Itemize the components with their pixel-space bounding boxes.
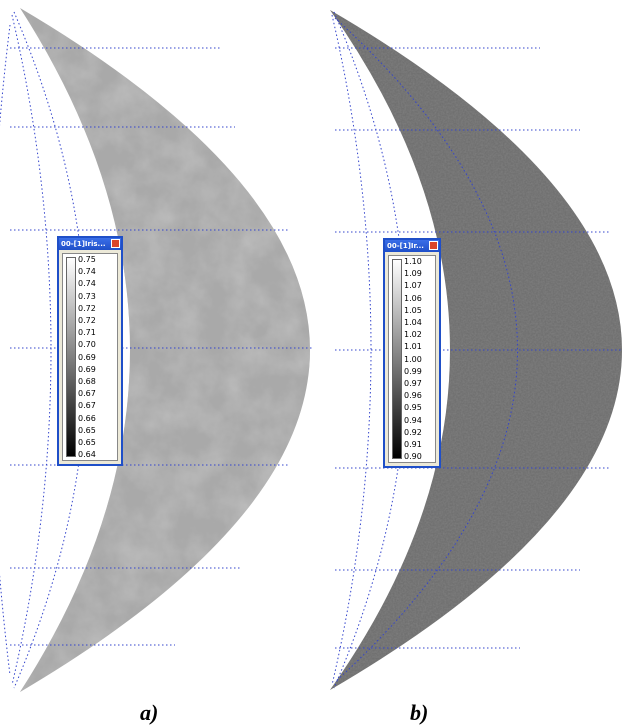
colorbar-label: 1.02 <box>404 331 422 339</box>
colorbar-label: 0.95 <box>404 404 422 412</box>
colorbar-label: 0.73 <box>78 293 96 301</box>
colorbar-label: 0.99 <box>404 368 422 376</box>
colorbar-label: 1.10 <box>404 258 422 266</box>
colorbar-label: 0.74 <box>78 268 96 276</box>
window-title-text: 00-[1]Ir... <box>387 242 424 250</box>
colorbar-label: 0.97 <box>404 380 422 388</box>
gradient <box>66 257 76 457</box>
colorbar-label: 0.66 <box>78 415 96 423</box>
colorbar-label: 1.06 <box>404 295 422 303</box>
colorbar-label: 0.96 <box>404 392 422 400</box>
colorbar-label: 0.91 <box>404 441 422 449</box>
colorbar: 0.75 0.74 0.74 0.73 0.72 0.72 0.71 0.70 0.69 0.69… <box>62 253 118 461</box>
colorbar-label: 1.05 <box>404 307 422 315</box>
window-title: 00-[1]Ir... <box>385 240 439 252</box>
colorbar-label: 1.07 <box>404 282 422 290</box>
window-title-text: 00-[1]Iris... <box>61 240 106 248</box>
close-button[interactable] <box>111 239 120 248</box>
colorbar-label: 1.09 <box>404 270 422 278</box>
moon-a <box>0 0 320 700</box>
colorbar-label: 0.65 <box>78 427 96 435</box>
close-button[interactable] <box>429 241 438 250</box>
caption: b) <box>410 700 428 726</box>
colorbar-label: 1.04 <box>404 319 422 327</box>
colorbar-label: 0.94 <box>404 417 422 425</box>
colorbar-label: 0.75 <box>78 256 96 264</box>
colorbar-label: 1.00 <box>404 356 422 364</box>
colorbar-label: 0.67 <box>78 390 96 398</box>
colorbar-label: 0.90 <box>404 453 422 461</box>
colorbar-label: 0.67 <box>78 402 96 410</box>
colorbar-label: 0.64 <box>78 451 96 459</box>
colorbar-label: 1.01 <box>404 343 422 351</box>
window-title: 00-[1]Iris... <box>59 238 121 250</box>
colorbar-label: 0.72 <box>78 305 96 313</box>
colorbar-window: 00-[1]Ir... 1.10 1.09 1.07 1.06 1.05 1.04 1.02… <box>383 238 441 468</box>
colorbar: 1.10 1.09 1.07 1.06 1.05 1.04 1.02 1.01 1.00 0.99… <box>388 255 436 463</box>
colorbar-label: 0.70 <box>78 341 96 349</box>
colorbar-label: 0.71 <box>78 329 96 337</box>
figure: 00-[1]Iris... 0.750.740.740.730.720.720.… <box>0 0 625 728</box>
colorbar-label: 0.69 <box>78 366 96 374</box>
colorbar-label: 0.92 <box>404 429 422 437</box>
colorbar-label: 0.65 <box>78 439 96 447</box>
gradient <box>392 259 402 459</box>
colorbar-label: 0.74 <box>78 280 96 288</box>
caption: a) <box>140 700 158 726</box>
colorbar-label: 0.72 <box>78 317 96 325</box>
colorbar-label: 0.69 <box>78 354 96 362</box>
colorbar-label: 0.68 <box>78 378 96 386</box>
